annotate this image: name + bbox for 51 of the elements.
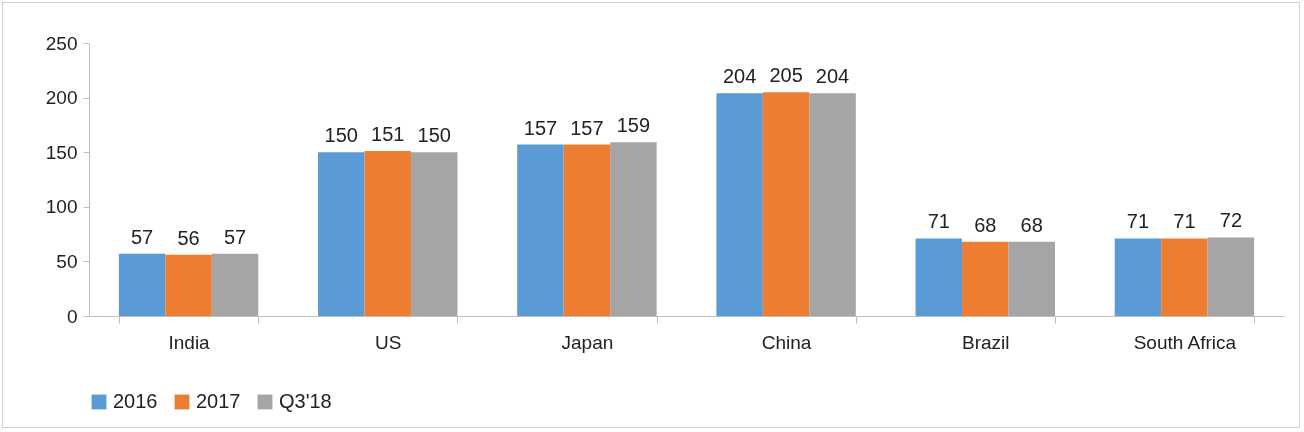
data-label: 157 [570,116,604,139]
data-label: 57 [223,225,247,248]
data-label: 204 [722,65,757,88]
bar [762,92,810,316]
data-label: 204 [815,65,850,88]
bar [809,93,856,316]
x-tick-label: South Africa [1133,331,1237,353]
bar [1008,241,1055,316]
bar [517,144,564,316]
legend-label: 2016 [113,390,158,412]
bar [318,152,365,316]
bar [610,142,657,316]
x-tick-label: China [761,331,812,353]
data-label: 151 [371,123,405,146]
data-label: 157 [523,116,558,139]
bar [118,253,166,316]
data-label: 71 [1173,210,1196,233]
bar [1161,238,1208,316]
legend-label: Q3'18 [279,390,332,412]
data-label: 68 [974,213,997,236]
y-tick-label: 250 [45,32,78,54]
bar [716,93,763,316]
bar [165,254,212,316]
bar [410,152,458,316]
y-tick-label: 100 [45,196,78,218]
x-tick-label: US [375,331,402,353]
x-tick-label: Japan [561,331,614,353]
y-tick-label: 150 [45,141,78,163]
bar [962,241,1009,316]
data-label: 159 [616,114,651,137]
data-label: 72 [1219,209,1243,232]
data-label: 68 [1020,213,1043,236]
data-label: 57 [130,225,154,248]
x-tick-label: Brazil [961,331,1010,353]
data-label: 205 [769,64,803,87]
data-label: 56 [177,226,200,249]
bar [1207,237,1255,316]
y-tick-label: 50 [56,250,78,272]
bar [1114,238,1162,316]
legend-label: 2017 [196,390,241,412]
bar [364,151,411,316]
data-label: 150 [324,124,358,147]
bar [211,253,259,316]
x-tick-label: India [168,331,211,353]
data-label: 150 [417,124,451,147]
data-label: 71 [1126,210,1150,233]
bar [915,238,963,316]
data-label: 71 [927,210,950,233]
y-tick-label: 200 [45,87,78,109]
bar [563,144,611,316]
y-tick-label: 0 [66,305,78,327]
